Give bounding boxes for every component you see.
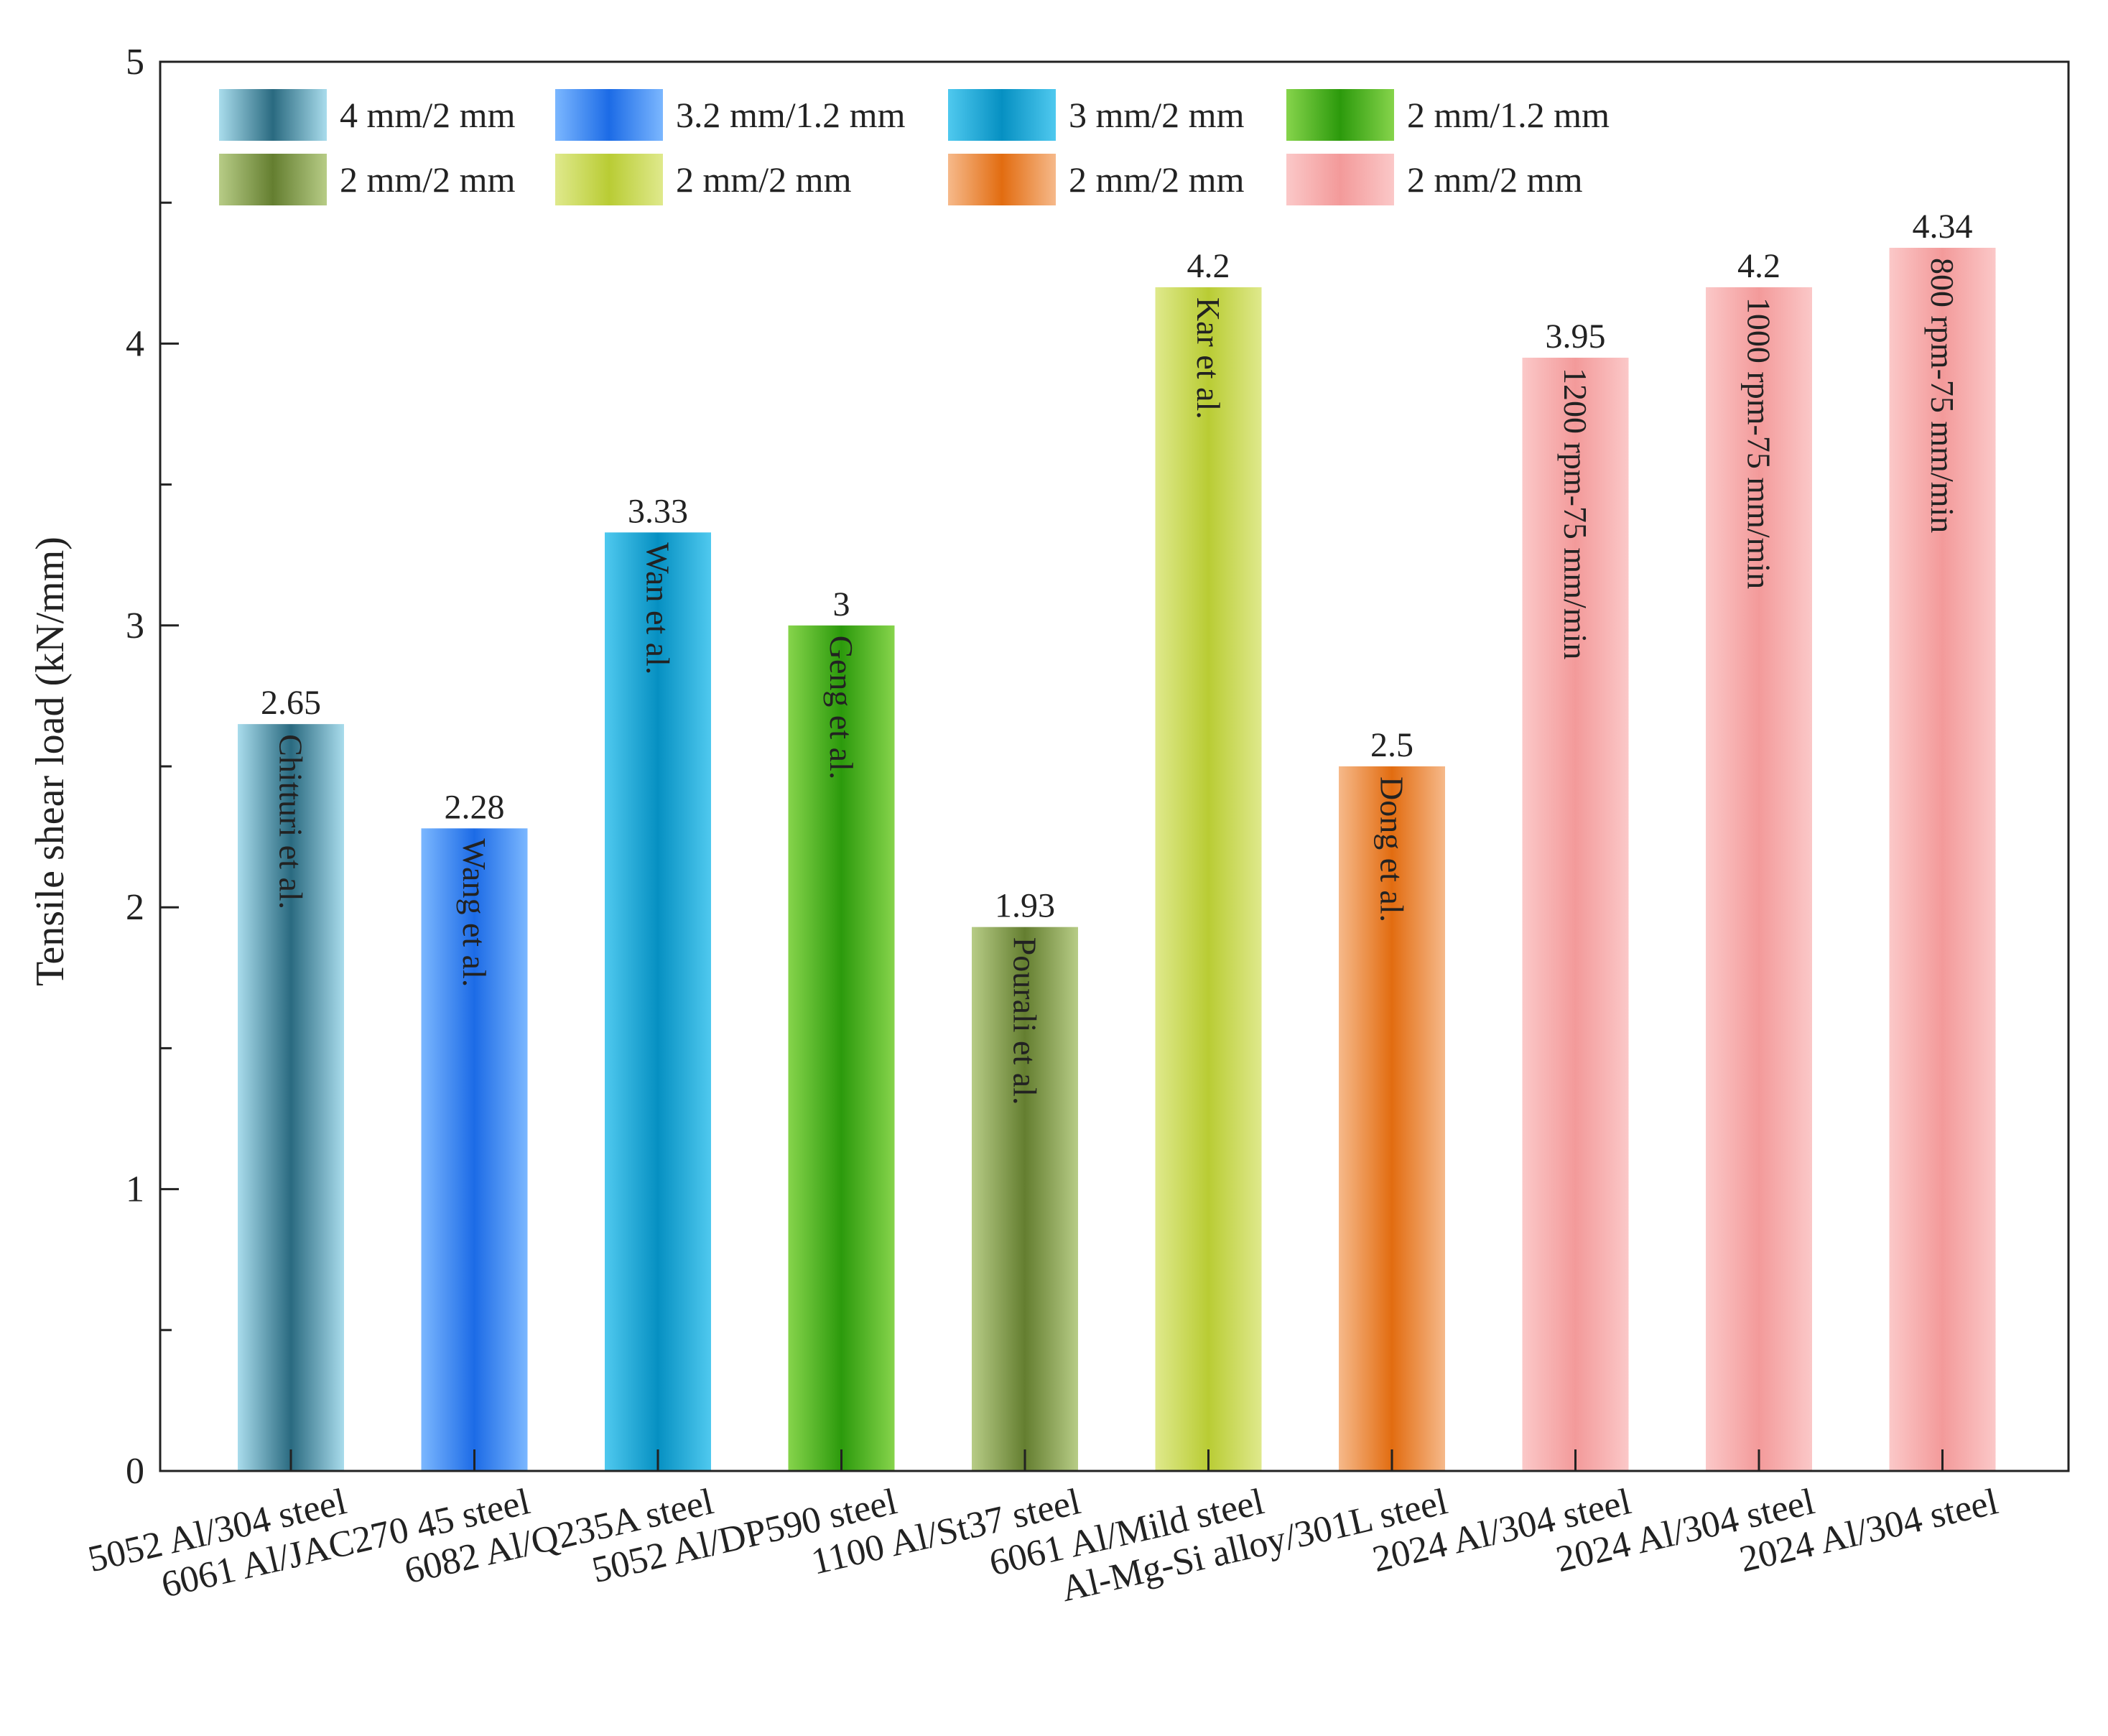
bar-annotation-2: Wang et al.: [456, 838, 493, 987]
legend-entry-5: 2 mm/2 mm: [219, 154, 516, 205]
bar-5: [972, 927, 1078, 1471]
legend-label: 4 mm/2 mm: [340, 95, 516, 135]
legend-label: 2 mm/2 mm: [340, 159, 516, 200]
legend-swatch: [948, 89, 1056, 141]
legend-swatch: [1286, 154, 1394, 205]
legend-entry-1: 4 mm/2 mm: [219, 89, 516, 141]
value-label-7: 2.5: [1370, 726, 1413, 764]
y-tick-label: 1: [126, 1169, 144, 1210]
legend-entry-6: 2 mm/2 mm: [555, 154, 852, 205]
bar-8: [1522, 358, 1629, 1471]
bar-annotation-8: 1200 rpm-75 mm/min: [1557, 368, 1594, 659]
bar-4: [788, 625, 895, 1471]
legend-swatch: [555, 154, 663, 205]
bar-annotation-3: Wan et al.: [640, 542, 677, 674]
legend-label: 3 mm/2 mm: [1069, 95, 1245, 135]
legend-label: 3.2 mm/1.2 mm: [676, 95, 906, 135]
y-axis-title: Tensile shear load (kN/mm): [28, 537, 73, 986]
y-tick-label: 2: [126, 887, 144, 928]
bar-annotation-10: 800 rpm-75 mm/min: [1924, 258, 1961, 533]
bar-2: [421, 828, 528, 1471]
legend-swatch: [948, 154, 1056, 205]
bars-layer: 2.65 Chitturi et al. 2.28 Wang et al. 3.33 Wa…: [238, 208, 1996, 1471]
legend-swatch: [219, 154, 327, 205]
y-tick-label: 4: [126, 323, 144, 364]
value-label-2: 2.28: [445, 788, 505, 826]
bar-7: [1339, 766, 1445, 1471]
bar-9: [1706, 287, 1812, 1471]
bar-annotation-6: Kar et al.: [1190, 297, 1227, 419]
bar-annotation-5: Pourali et al.: [1007, 937, 1044, 1105]
legend-entry-3: 3 mm/2 mm: [948, 89, 1245, 141]
legend-swatch: [219, 89, 327, 141]
legend-entry-2: 3.2 mm/1.2 mm: [555, 89, 906, 141]
value-label-9: 4.2: [1737, 247, 1780, 285]
legend-label: 2 mm/1.2 mm: [1407, 95, 1610, 135]
bar-10: [1889, 247, 1996, 1471]
bar-6: [1155, 287, 1262, 1471]
value-label-10: 4.34: [1913, 208, 1973, 246]
y-tick-label: 5: [126, 42, 144, 83]
bar-annotation-7: Dong et al.: [1374, 776, 1411, 922]
legend-entry-7: 2 mm/2 mm: [948, 154, 1245, 205]
legend-swatch: [1286, 89, 1394, 141]
legend-label: 2 mm/2 mm: [1407, 159, 1583, 200]
y-tick-label: 3: [126, 605, 144, 646]
legend-entry-4: 2 mm/1.2 mm: [1286, 89, 1610, 141]
bar-annotation-9: 1000 rpm-75 mm/min: [1741, 297, 1778, 589]
legend-label: 2 mm/2 mm: [676, 159, 852, 200]
value-label-3: 3.33: [628, 492, 688, 530]
bar-3: [605, 532, 711, 1471]
bar-1: [238, 724, 344, 1471]
value-label-5: 1.93: [995, 887, 1055, 925]
legend-entry-8: 2 mm/2 mm: [1286, 154, 1583, 205]
bar-annotation-4: Geng et al.: [823, 636, 860, 780]
value-label-8: 3.95: [1546, 317, 1606, 356]
value-label-1: 2.65: [261, 684, 321, 722]
legend: 4 mm/2 mm 3.2 mm/1.2 mm 3 mm/2 mm 2 mm/1.2 …: [219, 89, 1610, 205]
bar-annotation-1: Chitturi et al.: [273, 734, 310, 909]
legend-swatch: [555, 89, 663, 141]
y-tick-label: 0: [126, 1451, 144, 1492]
legend-label: 2 mm/2 mm: [1069, 159, 1245, 200]
value-label-4: 3: [833, 585, 850, 623]
value-label-6: 4.2: [1187, 247, 1230, 285]
